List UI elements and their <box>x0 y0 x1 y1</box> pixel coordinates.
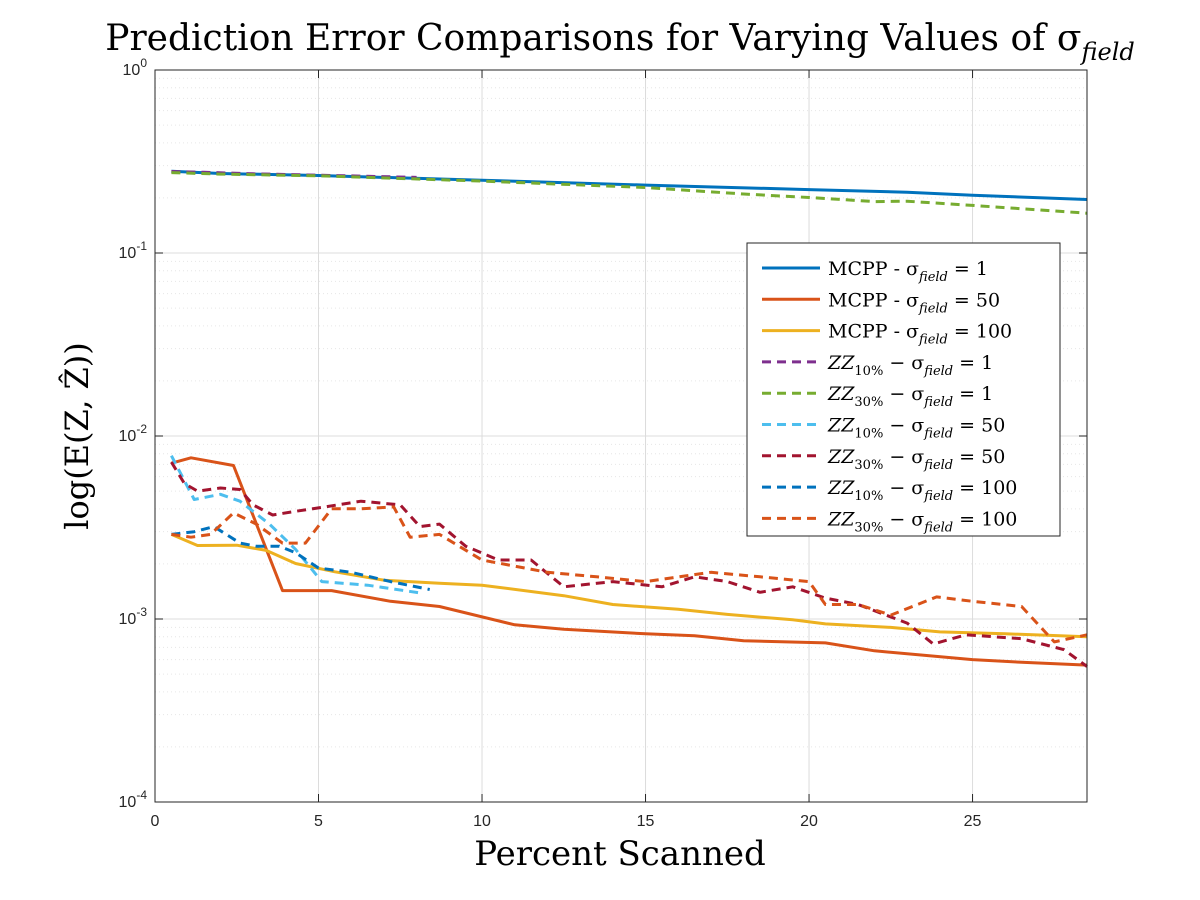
legend-label-mid: − σ <box>883 508 924 530</box>
legend-label-3: ZZ10% − σfield = 1 <box>827 352 993 379</box>
legend-label-sub: field <box>923 489 953 504</box>
legend-label-main: ZZ <box>827 352 855 374</box>
series-line-2 <box>170 533 1088 639</box>
legend-label-tail: = 1 <box>953 352 993 374</box>
legend-label-sub: field <box>918 301 948 316</box>
legend-label-mid: − σ <box>883 352 924 374</box>
legend-label-mid: − σ <box>883 415 924 437</box>
legend-label-main: MCPP - σ <box>828 258 919 280</box>
legend-label-sub1: 10% <box>854 489 883 504</box>
legend-label-tail: = 100 <box>953 477 1017 499</box>
legend-label-tail: = 50 <box>948 289 1000 311</box>
legend-label-sub1: 10% <box>854 427 883 442</box>
y-tick-label: 10-2 <box>119 422 148 445</box>
series-line-8 <box>171 505 1088 644</box>
legend-label-sub1: 10% <box>854 364 883 379</box>
series-group <box>170 169 1088 668</box>
y-tick-label: 10-4 <box>119 788 148 811</box>
series-line-4 <box>171 171 1088 215</box>
x-tick-label: 5 <box>314 813 323 830</box>
legend-label-sub1: 30% <box>854 395 883 410</box>
legend-label-main: MCPP - σ <box>828 289 919 311</box>
x-tick-label: 15 <box>637 813 655 830</box>
legend-label-tail: = 50 <box>953 446 1005 468</box>
legend-label-tail: = 100 <box>948 321 1012 343</box>
x-tick-label: 25 <box>964 813 982 830</box>
chart-title-sub: field <box>1080 38 1135 66</box>
legend-label-main: MCPP - σ <box>828 321 919 343</box>
legend-label-sub: field <box>923 458 953 473</box>
legend-label-mid: − σ <box>883 477 924 499</box>
y-tick-label: 10-3 <box>119 605 148 628</box>
y-tick-base: 10 <box>119 245 137 262</box>
legend-label-4: ZZ30% − σfield = 1 <box>827 383 993 410</box>
legend-label-sub1: 30% <box>854 458 883 473</box>
y-tick-exp: -4 <box>136 788 147 802</box>
y-tick-exp: -2 <box>136 422 147 436</box>
legend-label-main: ZZ <box>827 415 855 437</box>
legend-label-mid: − σ <box>883 383 924 405</box>
x-tick-label: 10 <box>473 813 491 830</box>
y-axis-label: log(E(Z, Ẑ)) <box>58 342 96 530</box>
legend-label-tail: = 1 <box>953 383 993 405</box>
legend-label-0: MCPP - σfield = 1 <box>828 258 988 285</box>
y-tick-exp: -1 <box>136 239 147 253</box>
y-tick-label: 10-1 <box>119 239 148 262</box>
legend-label-sub: field <box>923 364 953 379</box>
y-tick-base: 10 <box>119 611 137 628</box>
legend-label-main: ZZ <box>827 446 855 468</box>
legend-label-2: MCPP - σfield = 100 <box>828 321 1012 348</box>
legend-label-6: ZZ30% − σfield = 50 <box>827 446 1005 473</box>
legend-label-sub: field <box>918 270 948 285</box>
series-line-5 <box>170 455 424 595</box>
x-tick-label: 20 <box>800 813 818 830</box>
x-tick-label: 0 <box>151 813 160 830</box>
legend-label-sub: field <box>923 395 953 410</box>
x-axis-label: Percent Scanned <box>474 834 766 874</box>
chart-title-main: Prediction Error Comparisons for Varying… <box>105 18 1081 59</box>
legend-label-7: ZZ10% − σfield = 100 <box>827 477 1017 504</box>
series-line-6 <box>170 461 1088 668</box>
y-tick-exp: -3 <box>136 605 147 619</box>
legend-label-mid: − σ <box>883 446 924 468</box>
legend-label-sub: field <box>918 333 948 348</box>
y-tick-label: 100 <box>123 56 148 79</box>
legend-label-main: ZZ <box>827 383 855 405</box>
y-tick-base: 10 <box>119 794 137 811</box>
legend-label-tail: = 100 <box>953 508 1017 530</box>
y-tick-base: 10 <box>123 62 141 79</box>
legend-label-1: MCPP - σfield = 50 <box>828 289 1000 316</box>
legend-label-tail: = 50 <box>953 415 1005 437</box>
legend-label-main: ZZ <box>827 477 855 499</box>
legend-label-tail: = 1 <box>948 258 988 280</box>
legend-label-sub: field <box>923 427 953 442</box>
legend-label-8: ZZ30% − σfield = 100 <box>827 508 1017 535</box>
series-line-7 <box>171 525 430 591</box>
legend-label-main: ZZ <box>827 508 855 530</box>
y-tick-base: 10 <box>119 428 137 445</box>
legend-label-sub1: 30% <box>854 520 883 535</box>
chart-title: Prediction Error Comparisons for Varying… <box>105 18 1135 66</box>
legend-label-sub: field <box>923 520 953 535</box>
y-tick-exp: 0 <box>140 56 147 70</box>
legend-label-5: ZZ10% − σfield = 50 <box>827 415 1005 442</box>
